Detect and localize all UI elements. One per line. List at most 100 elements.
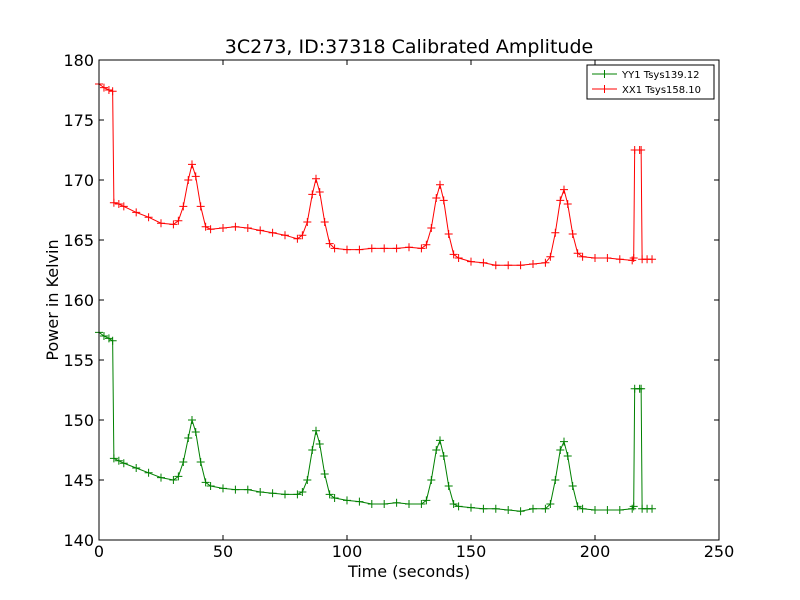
y-tick-label: 165 [63, 231, 94, 250]
x-tick-label: 50 [213, 542, 233, 561]
data-point-marker [196, 458, 205, 466]
data-point-marker [303, 476, 312, 484]
data-point-marker [603, 254, 612, 262]
data-point-marker [417, 500, 426, 508]
data-point-marker [281, 490, 289, 499]
data-point-marker [529, 504, 537, 513]
data-point-marker [109, 454, 118, 463]
data-point-marker [439, 452, 448, 460]
y-tick-label: 175 [63, 111, 94, 130]
data-point-marker [169, 476, 178, 484]
data-point-marker [516, 261, 525, 270]
y-tick-label: 170 [63, 171, 94, 190]
data-point-marker [454, 502, 463, 511]
data-point-marker [380, 244, 389, 253]
data-point-marker [298, 488, 307, 496]
data-point-marker [573, 249, 582, 258]
data-point-marker [268, 489, 277, 498]
data-point-marker [355, 497, 364, 506]
data-point-marker [392, 498, 401, 507]
data-point-marker [219, 484, 227, 493]
data-point-marker [504, 506, 513, 514]
data-point-marker [201, 478, 210, 487]
data-point-marker [231, 222, 240, 231]
data-point-marker [629, 502, 638, 511]
data-point-marker [444, 230, 453, 238]
series-layer [95, 80, 657, 516]
data-point-marker [603, 506, 612, 514]
y-tick-label: 160 [63, 291, 94, 310]
data-point-marker [439, 196, 448, 205]
data-point-marker [551, 476, 560, 484]
data-point-marker [206, 225, 215, 234]
data-point-marker [504, 261, 513, 270]
data-point-marker [308, 446, 317, 454]
data-point-marker [169, 220, 178, 229]
data-point-marker [312, 174, 320, 183]
data-point-marker [444, 482, 453, 490]
x-tick-label: 0 [94, 542, 104, 561]
data-point-marker [293, 234, 302, 243]
data-point-marker [201, 222, 210, 231]
data-point-marker [308, 190, 317, 199]
data-point-marker [417, 244, 426, 253]
legend-entry-yy1: YY1 Tsys139.12 [592, 70, 700, 81]
data-point-marker [563, 452, 572, 460]
data-point-marker [436, 436, 444, 445]
data-point-marker [108, 87, 117, 96]
data-point-marker [367, 244, 376, 253]
data-point-marker [573, 502, 582, 511]
data-point-marker [467, 257, 475, 266]
data-point-marker [231, 485, 240, 494]
x-tick-label: 150 [456, 542, 487, 561]
data-point-marker [551, 228, 560, 237]
data-point-marker [132, 464, 141, 472]
x-tick-label: 250 [704, 542, 735, 561]
data-point-marker [219, 224, 227, 232]
data-point-marker [188, 416, 196, 424]
x-tick-label: 200 [580, 542, 611, 561]
data-point-marker [560, 437, 568, 446]
series-xx1 [95, 80, 657, 270]
data-point-marker [563, 200, 572, 208]
data-point-marker [405, 500, 413, 508]
data-point-marker [568, 230, 577, 238]
data-point-marker [556, 446, 565, 454]
data-point-marker [449, 250, 458, 259]
data-point-marker [427, 224, 436, 232]
y-tick-label: 145 [63, 471, 94, 490]
data-point-marker [578, 252, 587, 261]
data-point-marker [268, 228, 277, 237]
data-point-marker [432, 446, 441, 454]
data-point-marker [108, 336, 117, 345]
legend-label-xx1: XX1 Tsys158.10 [622, 85, 701, 96]
data-point-marker [479, 258, 488, 267]
data-point-marker [436, 180, 444, 189]
data-point-marker [157, 473, 165, 482]
legend-label-yy1: YY1 Tsys139.12 [621, 70, 700, 81]
data-point-marker [144, 468, 153, 477]
data-point-marker [546, 500, 555, 508]
data-point-marker [99, 332, 108, 340]
data-point-marker [184, 434, 193, 442]
data-point-marker [320, 218, 329, 226]
data-point-marker [422, 240, 431, 249]
data-point-marker [343, 245, 351, 254]
y-tick-label: 155 [63, 351, 94, 370]
data-point-marker [191, 172, 200, 181]
data-point-marker [568, 482, 577, 490]
data-point-marker [114, 456, 123, 465]
data-point-marker [293, 490, 302, 499]
data-point-marker [615, 506, 624, 514]
data-point-marker [591, 506, 599, 514]
data-point-marker [132, 208, 141, 217]
data-point-marker [330, 494, 339, 502]
data-point-marker [648, 255, 657, 264]
data-point-marker [637, 384, 646, 393]
data-point-marker [467, 503, 475, 512]
y-tick-label: 140 [63, 531, 94, 550]
data-point-marker [188, 160, 196, 169]
data-point-marker [281, 231, 289, 240]
